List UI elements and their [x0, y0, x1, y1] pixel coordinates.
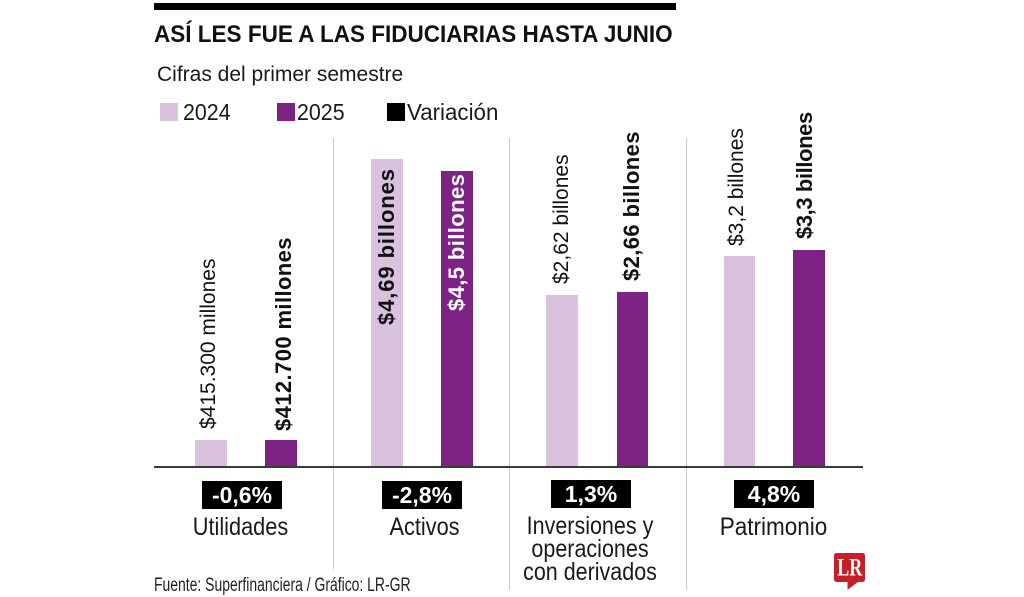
svg-text:LR: LR: [837, 555, 863, 582]
